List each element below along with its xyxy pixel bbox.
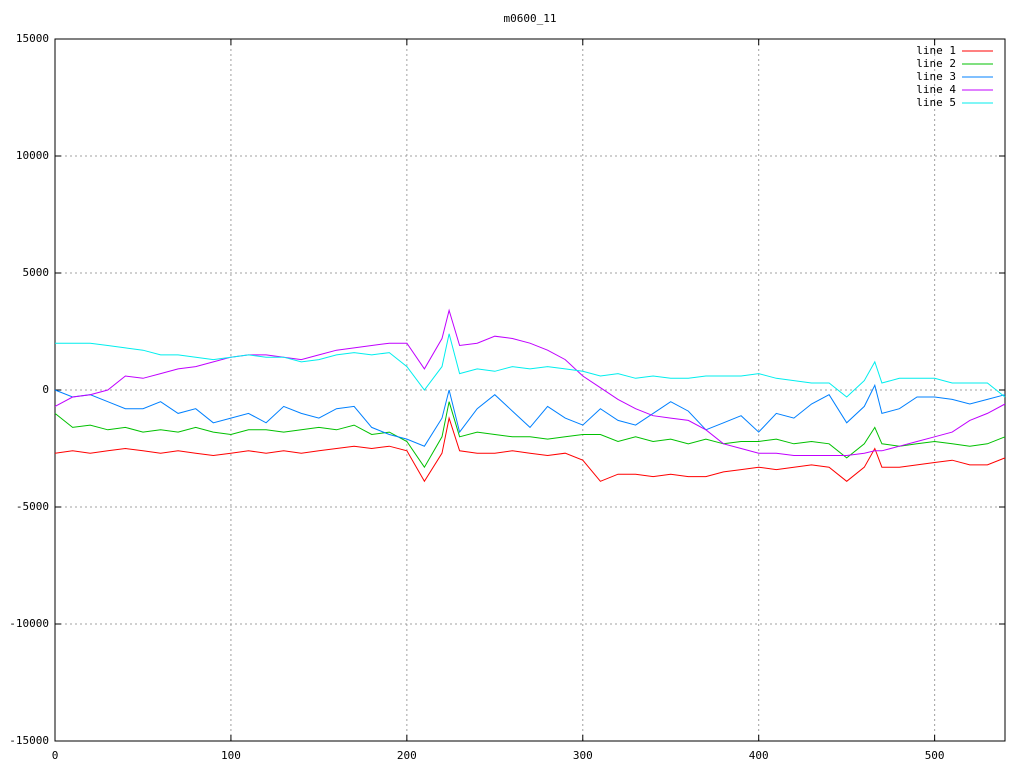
legend-label: line 4 xyxy=(916,83,956,96)
legend-label: line 3 xyxy=(916,70,956,83)
y-tick-label: -15000 xyxy=(9,734,49,747)
x-tick-label: 500 xyxy=(925,749,945,762)
series-line xyxy=(55,333,1006,398)
x-tick-label: 200 xyxy=(397,749,417,762)
legend-label: line 1 xyxy=(916,44,956,57)
y-tick-label: 0 xyxy=(42,383,49,396)
y-tick-label: -10000 xyxy=(9,617,49,630)
y-tick-label: 5000 xyxy=(23,266,50,279)
series-line xyxy=(54,308,1006,456)
x-tick-label: 300 xyxy=(573,749,593,762)
x-tick-label: 400 xyxy=(749,749,769,762)
chart-title: m0600_11 xyxy=(504,12,557,25)
x-tick-label: 0 xyxy=(52,749,59,762)
y-tick-label: 10000 xyxy=(16,149,49,162)
series-line xyxy=(54,383,1006,447)
series-line xyxy=(54,416,1006,483)
series-line xyxy=(54,401,1006,469)
y-tick-label: 15000 xyxy=(16,32,49,45)
legend-label: line 5 xyxy=(916,96,956,109)
y-tick-label: -5000 xyxy=(16,500,49,513)
x-tick-label: 100 xyxy=(221,749,241,762)
legend-label: line 2 xyxy=(916,57,956,70)
